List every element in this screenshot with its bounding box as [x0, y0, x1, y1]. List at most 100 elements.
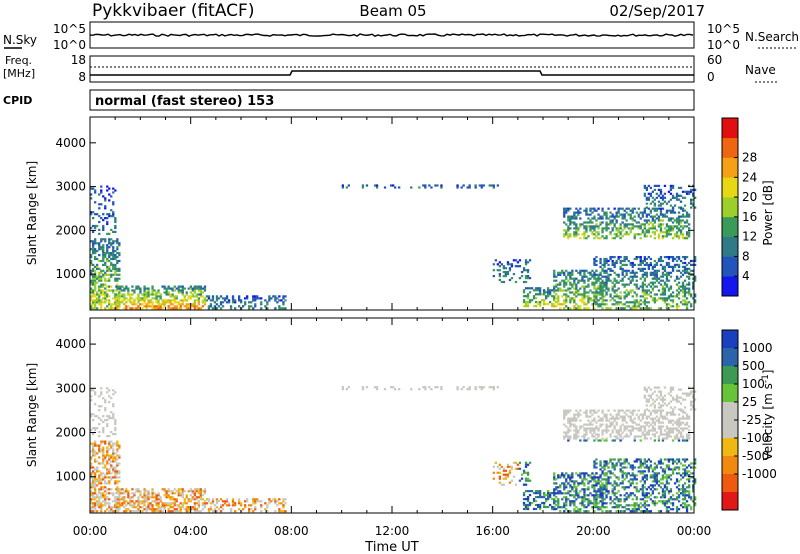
velocity-cell [203, 506, 207, 509]
velocity-cell [595, 498, 598, 501]
power-cell [647, 227, 650, 230]
power-cell [635, 256, 638, 259]
velocity-cell [639, 458, 642, 461]
velocity-cell [667, 468, 671, 471]
velocity-cell [115, 498, 118, 501]
power-cell [647, 256, 650, 259]
velocity-cell [565, 413, 568, 416]
power-cell [631, 225, 634, 228]
velocity-cell [617, 498, 620, 501]
velocity-cell [197, 504, 200, 507]
velocity-cell [169, 490, 172, 493]
power-cell [502, 280, 505, 284]
power-cell [110, 252, 113, 255]
power-cell [561, 289, 564, 292]
velocity-cell [605, 496, 608, 499]
velocity-cell [603, 486, 606, 489]
velocity-cell [104, 401, 107, 404]
power-cell [599, 259, 602, 263]
velocity-cell [579, 439, 582, 442]
power-cell [555, 301, 558, 304]
velocity-cell [98, 506, 101, 509]
power-cell [508, 267, 512, 270]
power-cell [268, 297, 271, 300]
power-cell [593, 225, 596, 228]
power-cell [651, 190, 654, 193]
power-cell [669, 219, 673, 222]
velocity-cell [623, 429, 626, 432]
velocity-colorbar-label: Velocity [m s-1] [761, 370, 775, 461]
power-cell [133, 301, 136, 304]
velocity-cell [655, 419, 658, 422]
velocity-cell [690, 392, 693, 395]
power-cell [115, 305, 118, 308]
velocity-cell [653, 484, 656, 487]
velocity-cell [665, 488, 669, 491]
power-cell [661, 275, 665, 278]
velocity-cell [94, 506, 97, 509]
power-cell [681, 225, 685, 228]
power-cell [167, 301, 170, 304]
power-cell [611, 261, 614, 265]
velocity-cell [460, 388, 463, 391]
velocity-cell [651, 474, 654, 477]
velocity-cell [100, 510, 103, 513]
power-cell [627, 301, 630, 304]
velocity-cell [692, 396, 695, 399]
velocity-cell [195, 510, 198, 513]
power-cell [637, 303, 640, 306]
power-cell [659, 225, 663, 228]
velocity-cell [565, 425, 568, 428]
power-cell [108, 254, 111, 257]
velocity-cell [613, 498, 616, 501]
power-cell [653, 184, 656, 187]
velocity-cell [177, 488, 180, 491]
velocity-cell [661, 415, 665, 418]
velocity-cell [567, 427, 570, 430]
velocity-cell [583, 423, 586, 426]
velocity-cell [577, 496, 580, 499]
power-cell [410, 186, 413, 189]
velocity-cell [607, 476, 610, 479]
power-cell [631, 277, 634, 280]
power-cell [92, 248, 95, 251]
power-cell [599, 285, 602, 288]
velocity-cell [227, 504, 231, 507]
velocity-cell [677, 490, 681, 493]
power-cell [589, 207, 592, 210]
power-cell [563, 221, 566, 224]
power-cell [635, 211, 638, 214]
velocity-cell [563, 496, 566, 499]
velocity-cell [96, 427, 99, 430]
power-cell [92, 273, 95, 276]
power-cell [557, 289, 560, 292]
velocity-cell [673, 406, 677, 409]
velocity-cell [649, 510, 652, 513]
power-cell [685, 271, 689, 274]
velocity-cell [524, 471, 528, 474]
velocity-cell [116, 472, 119, 475]
velocity-cell [177, 510, 180, 513]
velocity-cell [669, 421, 673, 424]
velocity-cell [240, 504, 243, 507]
power-cell [663, 269, 667, 272]
velocity-cell [655, 472, 658, 475]
velocity-cell [167, 496, 170, 499]
velocity-cell [685, 413, 689, 416]
velocity-cell [104, 409, 107, 412]
velocity-cell [677, 421, 681, 424]
velocity-cell [92, 444, 95, 447]
power-cell [98, 285, 101, 288]
velocity-cell [173, 498, 176, 501]
time-tick-label: 00:00 [677, 524, 712, 538]
power-cell [621, 273, 624, 276]
power-cell [518, 265, 522, 268]
velocity-cell [571, 488, 574, 491]
velocity-cell [559, 490, 562, 493]
power-cell [565, 281, 568, 284]
power-cell [159, 307, 162, 310]
power-cell [104, 295, 107, 298]
velocity-cell [675, 510, 679, 513]
power-cell [681, 209, 685, 212]
velocity-cell [661, 502, 665, 505]
